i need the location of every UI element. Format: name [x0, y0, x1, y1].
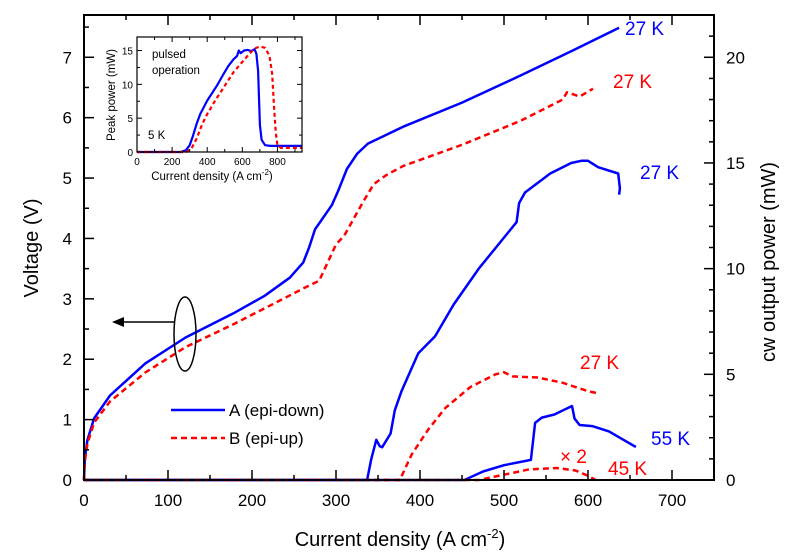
y-left-tick-label: 3: [63, 290, 72, 309]
left-arrow-icon: [112, 317, 124, 327]
y-left-tick-label: 0: [63, 471, 72, 490]
series-b-voltage-27-k: [82, 87, 594, 481]
x-tick-label: 200: [238, 491, 266, 510]
y-right-tick-label: 0: [726, 471, 735, 490]
x-tick-label: 500: [490, 491, 518, 510]
annotation-a-power-27k: 27 K: [640, 163, 679, 184]
x-tick-label: 600: [574, 491, 602, 510]
inset-series-group: [137, 45, 302, 154]
annotation-b-power-45k: 45 K: [608, 459, 647, 480]
y-left-tick-label: 7: [63, 48, 72, 67]
y-left-tick-label: 2: [63, 350, 72, 369]
x-tick-label: 400: [406, 491, 434, 510]
x-axis-title-sup: -2: [487, 526, 499, 541]
series-a-power-27-k: [84, 159, 622, 482]
y-left-tick-label: 5: [63, 169, 72, 188]
legend-label-b: B (epi-up): [229, 429, 304, 448]
annotation-b-power-27k: 27 K: [580, 353, 619, 374]
inset-y-tick-label: 0: [127, 148, 133, 159]
y-axis-left-title: Voltage (V): [21, 199, 43, 298]
inset-x-tick-label: 800: [269, 157, 286, 168]
x-axis-title: Current density (A cm-2): [295, 526, 506, 551]
annotation-a-power-55k: 55 K: [651, 429, 690, 450]
inset-title-line1: pulsed: [152, 49, 186, 61]
inset-y-tick-label: 15: [122, 47, 134, 58]
inset-x-axis-title-sup: -2: [262, 168, 270, 177]
annotation-times-two: × 2: [560, 447, 587, 468]
y-left-tick-label: 4: [63, 229, 72, 248]
inset-x-tick-label: 200: [164, 157, 181, 168]
series-a-power-55-k: [84, 404, 637, 482]
inset-x-axis-title: Current density (A cm-2): [151, 168, 273, 183]
inset-plot-frame: [136, 36, 303, 153]
annotation-b-voltage-27k: 27 K: [613, 72, 652, 93]
legend-label-a: A (epi-down): [229, 401, 324, 420]
series-a-voltage-27-k: [82, 26, 620, 481]
inset-y-tick-label: 5: [127, 114, 133, 125]
x-tick-label: 0: [79, 491, 88, 510]
y-right-tick-label: 5: [726, 365, 735, 384]
x-tick-label: 100: [154, 491, 182, 510]
x-tick-label: 300: [322, 491, 350, 510]
y-right-tick-label: 10: [726, 260, 745, 279]
inset-axes: 0 200 400 600 800 0 5 10 15: [122, 36, 303, 168]
inset-x-tick-label: 600: [234, 157, 251, 168]
inset-background: [137, 37, 302, 152]
annotation-a-voltage-27k: 27 K: [625, 19, 664, 40]
inset-title-line2: operation: [152, 65, 200, 77]
voltage-curves-ellipse: [173, 296, 197, 372]
inset-x-tick-label: 0: [134, 157, 140, 168]
series-b-power-27-k: [84, 370, 599, 482]
y-right-tick-label: 15: [726, 154, 745, 173]
main-series-group: [82, 26, 637, 482]
legend: A (epi-down) B (epi-up): [171, 401, 324, 448]
y-axis-right-title: cw output power (mW): [758, 162, 780, 362]
y-left-tick-label: 6: [63, 109, 72, 128]
inset-temp-label: 5 K: [148, 130, 166, 142]
y-left-tick-label: 1: [63, 411, 72, 430]
x-tick-label: 700: [658, 491, 686, 510]
series-b-power-45-k-x2: [84, 466, 597, 482]
inset-series-a-pulsed: [137, 48, 302, 154]
inset-y-axis-title: Peak power (mW): [106, 49, 118, 141]
inset-series-b-pulsed: [137, 45, 302, 154]
inset-y-tick-label: 10: [122, 80, 134, 91]
y-right-tick-label: 20: [726, 48, 745, 67]
inset-x-tick-label: 400: [199, 157, 216, 168]
